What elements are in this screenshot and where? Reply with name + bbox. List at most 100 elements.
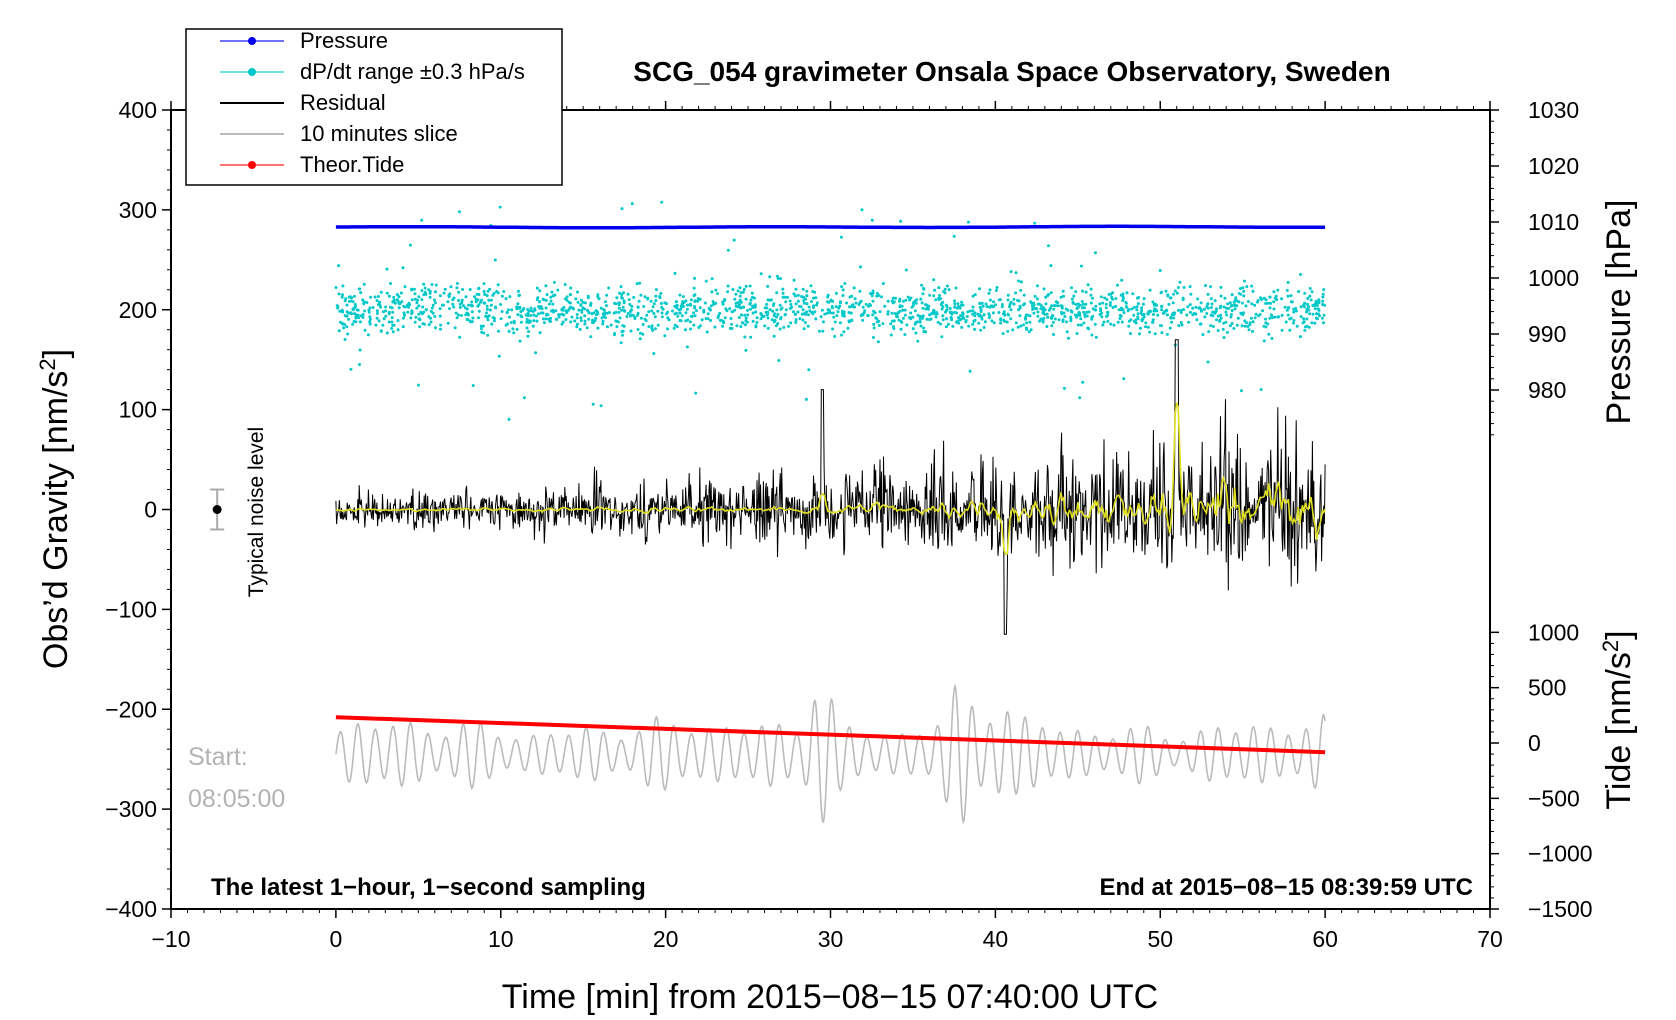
dpdt-point <box>697 326 701 329</box>
dpdt-point <box>534 351 538 355</box>
dpdt-point <box>519 320 523 324</box>
dpdt-point <box>681 295 685 299</box>
y-tick-label: 0 <box>144 497 157 523</box>
residual-line <box>335 339 1326 635</box>
dpdt-point <box>807 313 810 317</box>
dpdt-point <box>1242 289 1246 293</box>
dpdt-point <box>1224 310 1228 314</box>
dpdt-point <box>431 303 435 307</box>
dpdt-point <box>1022 323 1025 327</box>
dpdt-point <box>452 305 456 309</box>
dpdt-point <box>554 317 558 321</box>
slice-start-label: Start: <box>188 743 248 771</box>
dpdt-point <box>534 314 538 318</box>
dpdt-point <box>1250 302 1254 306</box>
dpdt-point <box>775 291 779 295</box>
dpdt-point <box>497 329 500 333</box>
dpdt-point <box>504 323 508 327</box>
dpdt-point <box>1237 292 1241 295</box>
dpdt-point <box>693 314 697 318</box>
dpdt-point <box>1136 296 1139 300</box>
dpdt-point <box>621 333 624 337</box>
dpdt-point <box>909 311 913 315</box>
dpdt-point <box>1078 303 1082 307</box>
dpdt-point <box>706 317 710 321</box>
dpdt-point <box>1236 316 1240 320</box>
dpdt-point <box>529 306 533 310</box>
dpdt-point <box>936 320 940 324</box>
dpdt-point <box>978 313 982 317</box>
dpdt-point <box>1025 328 1029 331</box>
dpdt-point <box>369 295 373 299</box>
dpdt-point <box>957 304 960 308</box>
dpdt-point <box>505 310 509 314</box>
dpdt-point <box>373 295 377 299</box>
dpdt-point <box>645 313 649 317</box>
dpdt-point <box>943 291 947 295</box>
dpdt-point <box>1181 296 1185 300</box>
dpdt-point <box>1079 264 1083 268</box>
dpdt-point <box>883 304 887 308</box>
dpdt-point <box>1309 298 1313 302</box>
dpdt-point <box>1102 320 1106 324</box>
dpdt-point <box>787 324 791 328</box>
dpdt-point <box>821 329 825 333</box>
dpdt-point <box>413 320 417 324</box>
dpdt-point <box>798 317 802 321</box>
dpdt-point <box>629 314 632 318</box>
dpdt-point <box>621 329 625 333</box>
dpdt-point <box>1204 284 1207 287</box>
dpdt-point <box>1188 285 1192 289</box>
dpdt-point <box>427 288 431 292</box>
dpdt-point <box>992 305 995 309</box>
dpdt-point <box>621 305 625 309</box>
dpdt-point <box>778 303 782 307</box>
dpdt-point <box>791 310 795 314</box>
dpdt-point <box>1175 291 1179 295</box>
dpdt-point <box>1205 312 1209 315</box>
dpdt-point <box>477 286 481 290</box>
dpdt-point <box>554 309 558 313</box>
dpdt-point <box>730 322 733 326</box>
dpdt-point <box>967 220 970 224</box>
dpdt-point <box>1044 302 1048 306</box>
dpdt-point <box>583 322 587 326</box>
bottom-left-note: The latest 1−hour, 1−second sampling <box>211 874 646 901</box>
dpdt-point <box>1215 307 1218 311</box>
dpdt-point <box>971 322 975 326</box>
dpdt-point <box>510 308 514 312</box>
dpdt-point <box>446 321 450 325</box>
dpdt-point <box>1047 244 1050 248</box>
dpdt-point <box>1056 301 1060 305</box>
dpdt-point <box>557 313 561 317</box>
dpdt-point <box>541 317 545 321</box>
dpdt-point <box>880 295 883 299</box>
dpdt-point <box>766 310 770 314</box>
dpdt-point <box>746 308 750 312</box>
dpdt-point <box>564 309 568 313</box>
dpdt-point <box>642 305 646 308</box>
dpdt-point <box>886 299 890 303</box>
dpdt-point <box>1209 324 1213 328</box>
dpdt-point <box>997 311 1001 314</box>
dpdt-point <box>814 317 818 321</box>
dpdt-point <box>1291 321 1295 325</box>
dpdt-point <box>932 278 936 282</box>
dpdt-point <box>1148 288 1152 292</box>
dpdt-point <box>1085 314 1089 318</box>
dpdt-point <box>1070 297 1074 301</box>
dpdt-point <box>804 397 808 401</box>
dpdt-point <box>709 319 712 322</box>
dpdt-point <box>1149 310 1153 313</box>
dpdt-point <box>990 319 994 323</box>
dpdt-point <box>595 310 599 314</box>
legend-item-pressure: Pressure <box>220 28 388 53</box>
dpdt-point <box>486 318 490 322</box>
dpdt-point <box>1206 292 1210 296</box>
dpdt-point <box>498 205 502 209</box>
dpdt-point <box>652 302 656 306</box>
dpdt-point <box>1240 324 1244 328</box>
dpdt-point <box>375 309 379 313</box>
dpdt-point <box>641 323 645 326</box>
dpdt-point <box>775 315 778 319</box>
